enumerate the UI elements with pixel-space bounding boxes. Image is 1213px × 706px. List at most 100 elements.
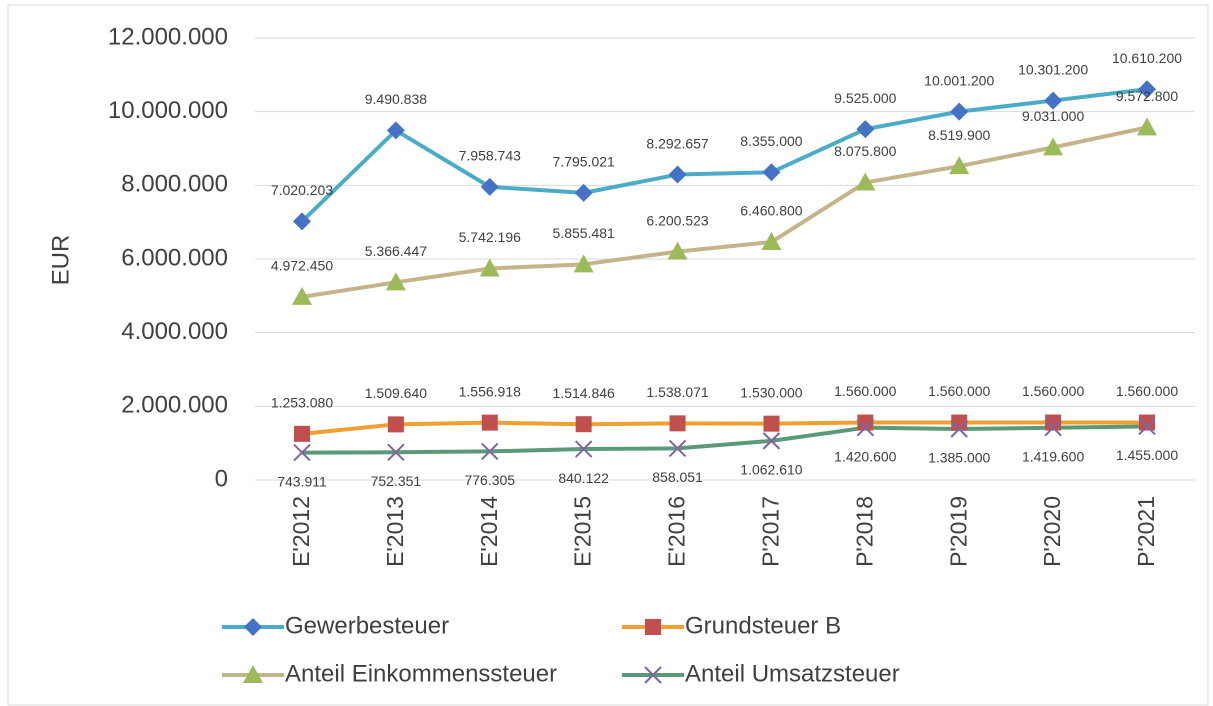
data-label: 6.200.523: [646, 212, 708, 228]
y-tick-label: 12.000.000: [108, 23, 228, 50]
marker: [762, 163, 781, 182]
series-line: [301, 420, 1147, 436]
y-tick-label: 4.000.000: [121, 318, 228, 345]
marker: [574, 183, 593, 202]
marker: [668, 439, 687, 458]
data-label: 10.301.200: [1018, 61, 1088, 77]
marker: [481, 414, 498, 431]
data-label: 1.514.846: [553, 385, 615, 401]
marker: [574, 440, 593, 458]
marker: [386, 121, 405, 140]
marker: [1139, 414, 1155, 431]
y-tick-label: 0: [215, 465, 228, 492]
marker: [1044, 419, 1062, 437]
marker: [293, 443, 311, 462]
legend-label: Grundsteuer B: [685, 612, 841, 639]
marker: [575, 416, 592, 433]
data-label: 1.509.640: [365, 385, 427, 401]
marker: [856, 418, 875, 437]
marker: [387, 443, 405, 461]
marker: [292, 286, 312, 305]
data-label: 1.556.918: [459, 383, 521, 399]
data-label: 776.305: [464, 472, 515, 488]
marker: [856, 120, 875, 139]
y-tick-label: 10.000.000: [108, 97, 228, 124]
marker: [387, 416, 404, 433]
marker: [762, 432, 781, 450]
chart-frame: [7, 4, 1209, 706]
legend-marker: [645, 619, 661, 635]
series-line: [300, 87, 1148, 223]
data-label: 9.490.838: [365, 91, 427, 107]
data-label: 1.455.000: [1116, 447, 1178, 463]
legend-marker: [644, 666, 662, 684]
data-label: 5.366.447: [365, 243, 427, 259]
data-label: 10.610.200: [1112, 50, 1182, 66]
data-label: 5.742.196: [459, 229, 521, 245]
x-tick-label: P'2019: [945, 496, 971, 567]
marker: [855, 172, 876, 191]
x-tick-label: E'2013: [382, 496, 408, 567]
x-tick-label: E'2015: [570, 496, 596, 567]
data-label: 9.572.800: [1116, 88, 1178, 104]
data-label: 1.062.610: [740, 462, 802, 478]
marker: [481, 442, 499, 461]
marker: [385, 272, 406, 291]
x-tick-label: E'2016: [664, 496, 690, 567]
data-label: 743.911: [277, 473, 327, 489]
data-label: 1.419.600: [1022, 448, 1084, 464]
data-label: 1.253.080: [271, 395, 333, 411]
data-label: 8.355.000: [740, 133, 802, 149]
data-label: 8.292.657: [646, 135, 708, 151]
y-tick-label: 2.000.000: [121, 392, 228, 419]
data-label: 840.122: [558, 470, 609, 486]
data-label: 4.972.450: [271, 258, 333, 274]
marker: [763, 415, 780, 432]
data-label: 1.560.000: [928, 383, 990, 399]
x-tick-label: P'2021: [1133, 496, 1159, 567]
marker: [1138, 80, 1156, 99]
marker: [668, 165, 687, 184]
x-tick-label: P'2020: [1039, 496, 1065, 567]
marker: [950, 420, 968, 438]
legend-label: Anteil Einkommenssteuer: [285, 660, 557, 687]
data-label: 7.020.203: [271, 182, 333, 198]
data-label: 9.031.000: [1022, 108, 1084, 124]
data-label: 1.530.000: [740, 384, 802, 400]
data-label: 10.001.200: [924, 72, 994, 88]
marker: [949, 156, 970, 175]
marker: [1137, 117, 1157, 136]
marker: [573, 254, 594, 273]
series-line: [301, 424, 1148, 455]
data-label: 1.538.071: [646, 384, 708, 400]
x-tick-label: E'2014: [476, 496, 502, 567]
data-label: 8.075.800: [834, 143, 896, 159]
data-label: 858.051: [652, 469, 703, 485]
marker: [857, 414, 874, 431]
legend-marker: [244, 618, 262, 636]
data-label: 1.560.000: [1116, 383, 1178, 399]
series-line: [301, 125, 1148, 299]
marker: [1043, 137, 1064, 156]
y-axis-label: EUR: [47, 235, 74, 286]
data-label: 1.420.600: [834, 448, 896, 464]
marker: [669, 415, 686, 432]
legend-label: Anteil Umsatzsteuer: [685, 660, 900, 687]
marker: [951, 414, 968, 431]
x-tick-label: E'2012: [288, 496, 314, 567]
x-tick-label: P'2017: [758, 496, 784, 567]
marker: [293, 212, 311, 231]
data-label: 8.519.900: [928, 127, 990, 143]
marker: [480, 177, 499, 196]
marker: [294, 425, 310, 442]
marker: [479, 258, 500, 277]
marker: [761, 232, 782, 251]
y-tick-label: 6.000.000: [121, 244, 228, 271]
marker: [950, 102, 969, 121]
data-label: 6.460.800: [740, 203, 802, 219]
marker: [1138, 417, 1156, 436]
marker: [667, 241, 688, 260]
x-tick-label: P'2018: [851, 496, 877, 567]
data-label: 1.385.000: [928, 450, 990, 466]
